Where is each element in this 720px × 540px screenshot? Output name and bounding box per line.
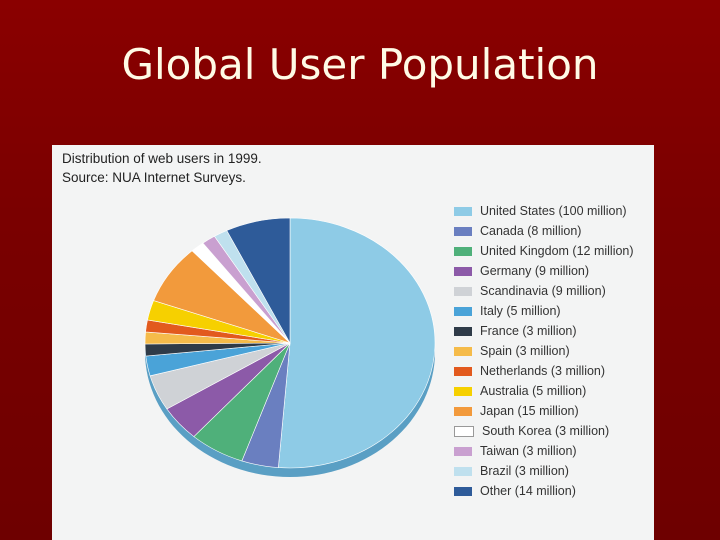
legend-label: United Kingdom (12 million) [480,244,634,258]
pie-chart [144,217,436,477]
legend-item: Italy (5 million) [454,301,634,321]
legend-swatch [454,266,472,276]
legend-item: Spain (3 million) [454,341,634,361]
legend-label: Canada (8 million) [480,224,582,238]
legend-swatch [454,306,472,316]
legend-swatch [454,406,472,416]
legend-item: France (3 million) [454,321,634,341]
legend-item: Netherlands (3 million) [454,361,634,381]
slide-title: Global User Population [121,40,599,89]
legend-label: Germany (9 million) [480,264,590,278]
chart-legend: United States (100 million) Canada (8 mil… [454,201,634,501]
legend-swatch [454,326,472,336]
legend-swatch [454,386,472,396]
legend-swatch [454,226,472,236]
legend-label: Scandinavia (9 million) [480,284,606,298]
legend-label: Spain (3 million) [480,344,570,358]
pie-slice [226,217,291,345]
legend-swatch [454,366,472,376]
legend-swatch [454,346,472,356]
legend-swatch [454,486,472,496]
legend-item: Scandinavia (9 million) [454,281,634,301]
legend-item: United Kingdom (12 million) [454,241,634,261]
legend-item: Germany (9 million) [454,261,634,281]
legend-label: Japan (15 million) [480,404,579,418]
legend-swatch [454,425,474,437]
legend-label: Taiwan (3 million) [480,444,577,458]
legend-label: Netherlands (3 million) [480,364,606,378]
legend-label: Italy (5 million) [480,304,561,318]
legend-label: South Korea (3 million) [482,424,610,438]
legend-swatch [454,246,472,256]
legend-swatch [454,446,472,456]
legend-swatch [454,206,472,216]
legend-swatch [454,466,472,476]
legend-item: Australia (5 million) [454,381,634,401]
legend-swatch [454,286,472,296]
legend-item: United States (100 million) [454,201,634,221]
legend-label: Brazil (3 million) [480,464,569,478]
legend-label: France (3 million) [480,324,577,338]
legend-item: Japan (15 million) [454,401,634,421]
legend-item: Taiwan (3 million) [454,441,634,461]
chart-source: Source: NUA Internet Surveys. [62,170,246,185]
legend-item: Canada (8 million) [454,221,634,241]
chart-figure: Distribution of web users in 1999. Sourc… [52,145,654,540]
legend-label: Other (14 million) [480,484,576,498]
legend-item: Brazil (3 million) [454,461,634,481]
pie-slice [278,217,436,469]
chart-caption: Distribution of web users in 1999. Sourc… [62,149,262,187]
legend-item: South Korea (3 million) [454,421,634,441]
chart-title: Distribution of web users in 1999. [62,151,262,166]
legend-label: Australia (5 million) [480,384,587,398]
legend-item: Other (14 million) [454,481,634,501]
legend-label: United States (100 million) [480,204,627,218]
